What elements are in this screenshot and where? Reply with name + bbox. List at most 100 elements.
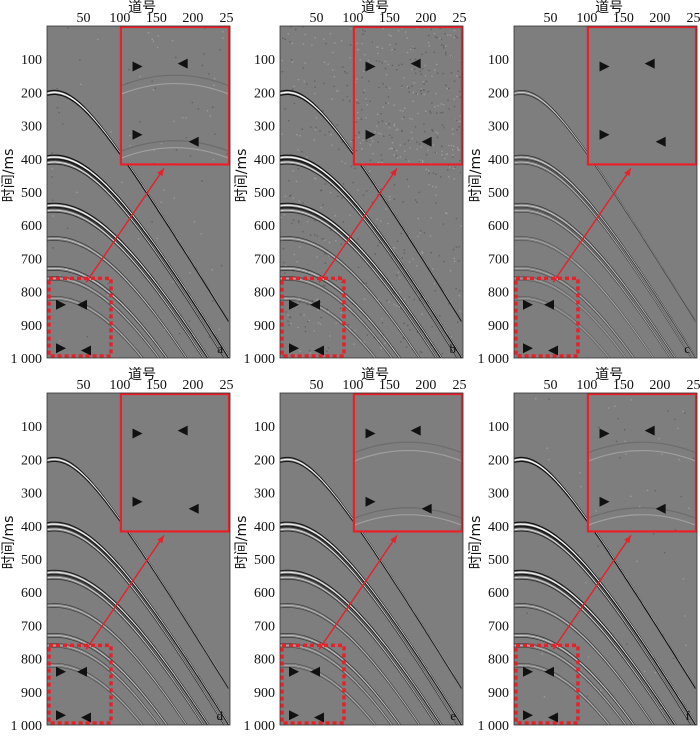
x-tick-label: 50: [543, 378, 557, 393]
y-tick-label: 900: [254, 319, 275, 334]
panel-letter: d: [217, 708, 224, 723]
x-tick-label: 200: [415, 378, 436, 393]
panel-e: 50100150200251道号100200300400500600700800…: [233, 367, 466, 734]
panel-c: 50100150200251道号100200300400500600700800…: [467, 0, 700, 367]
y-tick-label: 600: [254, 219, 275, 234]
y-tick-label: 400: [488, 520, 509, 535]
y-tick-label: 900: [21, 319, 42, 334]
x-axis-title: 道号: [361, 0, 389, 16]
panel-f: 50100150200251道号100200300400500600700800…: [467, 367, 700, 734]
panel-letter: c: [684, 341, 690, 356]
y-tick-label: 300: [488, 120, 509, 135]
y-tick-label: 400: [254, 520, 275, 535]
y-tick-label: 300: [488, 487, 509, 502]
y-tick-label: 400: [21, 153, 42, 168]
x-axis-title: 道号: [128, 0, 156, 16]
y-tick-label: 700: [488, 619, 509, 634]
y-tick-label: 500: [254, 186, 275, 201]
y-tick-label: 600: [21, 219, 42, 234]
y-tick-label: 600: [488, 219, 509, 234]
panel-svg: 50100150200251道号100200300400500600700800…: [467, 367, 700, 734]
y-tick-label: 400: [488, 153, 509, 168]
y-tick-label: 100: [488, 53, 509, 68]
y-tick-label: 1 000: [478, 719, 510, 734]
y-tick-label: 300: [21, 120, 42, 135]
x-axis-title: 道号: [128, 367, 156, 383]
x-tick-label: 251: [453, 11, 467, 26]
zoom-inset-background: [587, 393, 697, 532]
y-tick-label: 400: [254, 153, 275, 168]
panel-svg: 50100150200251道号100200300400500600700800…: [467, 0, 700, 367]
y-axis-title: 时间/ms: [1, 149, 17, 203]
x-tick-label: 251: [220, 378, 234, 393]
x-tick-label: 50: [309, 11, 323, 26]
y-tick-label: 500: [21, 553, 42, 568]
x-tick-label: 251: [220, 11, 234, 26]
y-tick-label: 500: [21, 186, 42, 201]
panel-letter: e: [450, 708, 456, 723]
y-tick-label: 800: [21, 653, 42, 668]
y-tick-label: 100: [21, 53, 42, 68]
y-tick-label: 700: [254, 252, 275, 267]
x-tick-label: 50: [76, 11, 90, 26]
x-tick-label: 50: [309, 378, 323, 393]
y-tick-label: 800: [21, 286, 42, 301]
y-axis-title: 时间/ms: [234, 516, 250, 570]
x-tick-label: 50: [76, 378, 90, 393]
y-tick-label: 200: [488, 86, 509, 101]
y-tick-label: 600: [21, 586, 42, 601]
panel-letter: b: [450, 341, 457, 356]
y-axis-title: 时间/ms: [468, 149, 484, 203]
panel-a: 50100150200251道号100200300400500600700800…: [0, 0, 233, 367]
y-tick-label: 500: [254, 553, 275, 568]
panel-svg: 50100150200251道号100200300400500600700800…: [0, 367, 233, 734]
y-tick-label: 300: [21, 487, 42, 502]
x-axis-title: 道号: [595, 367, 623, 383]
y-tick-label: 200: [488, 453, 509, 468]
y-tick-label: 200: [21, 453, 42, 468]
y-tick-label: 200: [254, 453, 275, 468]
y-tick-label: 700: [254, 619, 275, 634]
y-tick-label: 300: [254, 120, 275, 135]
x-tick-label: 200: [182, 378, 203, 393]
x-tick-label: 200: [182, 11, 203, 26]
y-tick-label: 600: [488, 586, 509, 601]
y-tick-label: 500: [488, 186, 509, 201]
panel-letter: f: [686, 708, 691, 723]
y-tick-label: 100: [254, 53, 275, 68]
panel-svg: 50100150200251道号100200300400500600700800…: [233, 367, 466, 734]
y-axis-title: 时间/ms: [1, 516, 17, 570]
y-tick-label: 1 000: [478, 352, 510, 367]
y-tick-label: 100: [21, 420, 42, 435]
x-tick-label: 50: [543, 11, 557, 26]
y-tick-label: 1 000: [244, 719, 276, 734]
panel-b: 50100150200251道号100200300400500600700800…: [233, 0, 466, 367]
y-tick-label: 1 000: [11, 352, 43, 367]
x-tick-label: 200: [649, 378, 670, 393]
y-tick-label: 900: [254, 686, 275, 701]
x-tick-label: 251: [687, 378, 700, 393]
zoom-inset-background: [587, 26, 697, 165]
panel-d: 50100150200251道号100200300400500600700800…: [0, 367, 233, 734]
y-tick-label: 400: [21, 520, 42, 535]
panel-letter: a: [217, 341, 223, 356]
y-tick-label: 200: [21, 86, 42, 101]
y-tick-label: 800: [254, 286, 275, 301]
y-axis-title: 时间/ms: [468, 516, 484, 570]
y-tick-label: 900: [488, 319, 509, 334]
y-tick-label: 700: [488, 252, 509, 267]
zoom-inset-background: [120, 26, 230, 165]
y-tick-label: 100: [488, 420, 509, 435]
zoom-inset-background: [353, 393, 463, 532]
y-tick-label: 300: [254, 487, 275, 502]
y-tick-label: 200: [254, 86, 275, 101]
x-tick-label: 200: [415, 11, 436, 26]
x-axis-title: 道号: [595, 0, 623, 16]
zoom-inset-background: [120, 393, 230, 532]
x-tick-label: 200: [649, 11, 670, 26]
y-tick-label: 100: [254, 420, 275, 435]
y-tick-label: 700: [21, 252, 42, 267]
x-tick-label: 251: [453, 378, 467, 393]
y-tick-label: 800: [488, 286, 509, 301]
x-axis-title: 道号: [361, 367, 389, 383]
